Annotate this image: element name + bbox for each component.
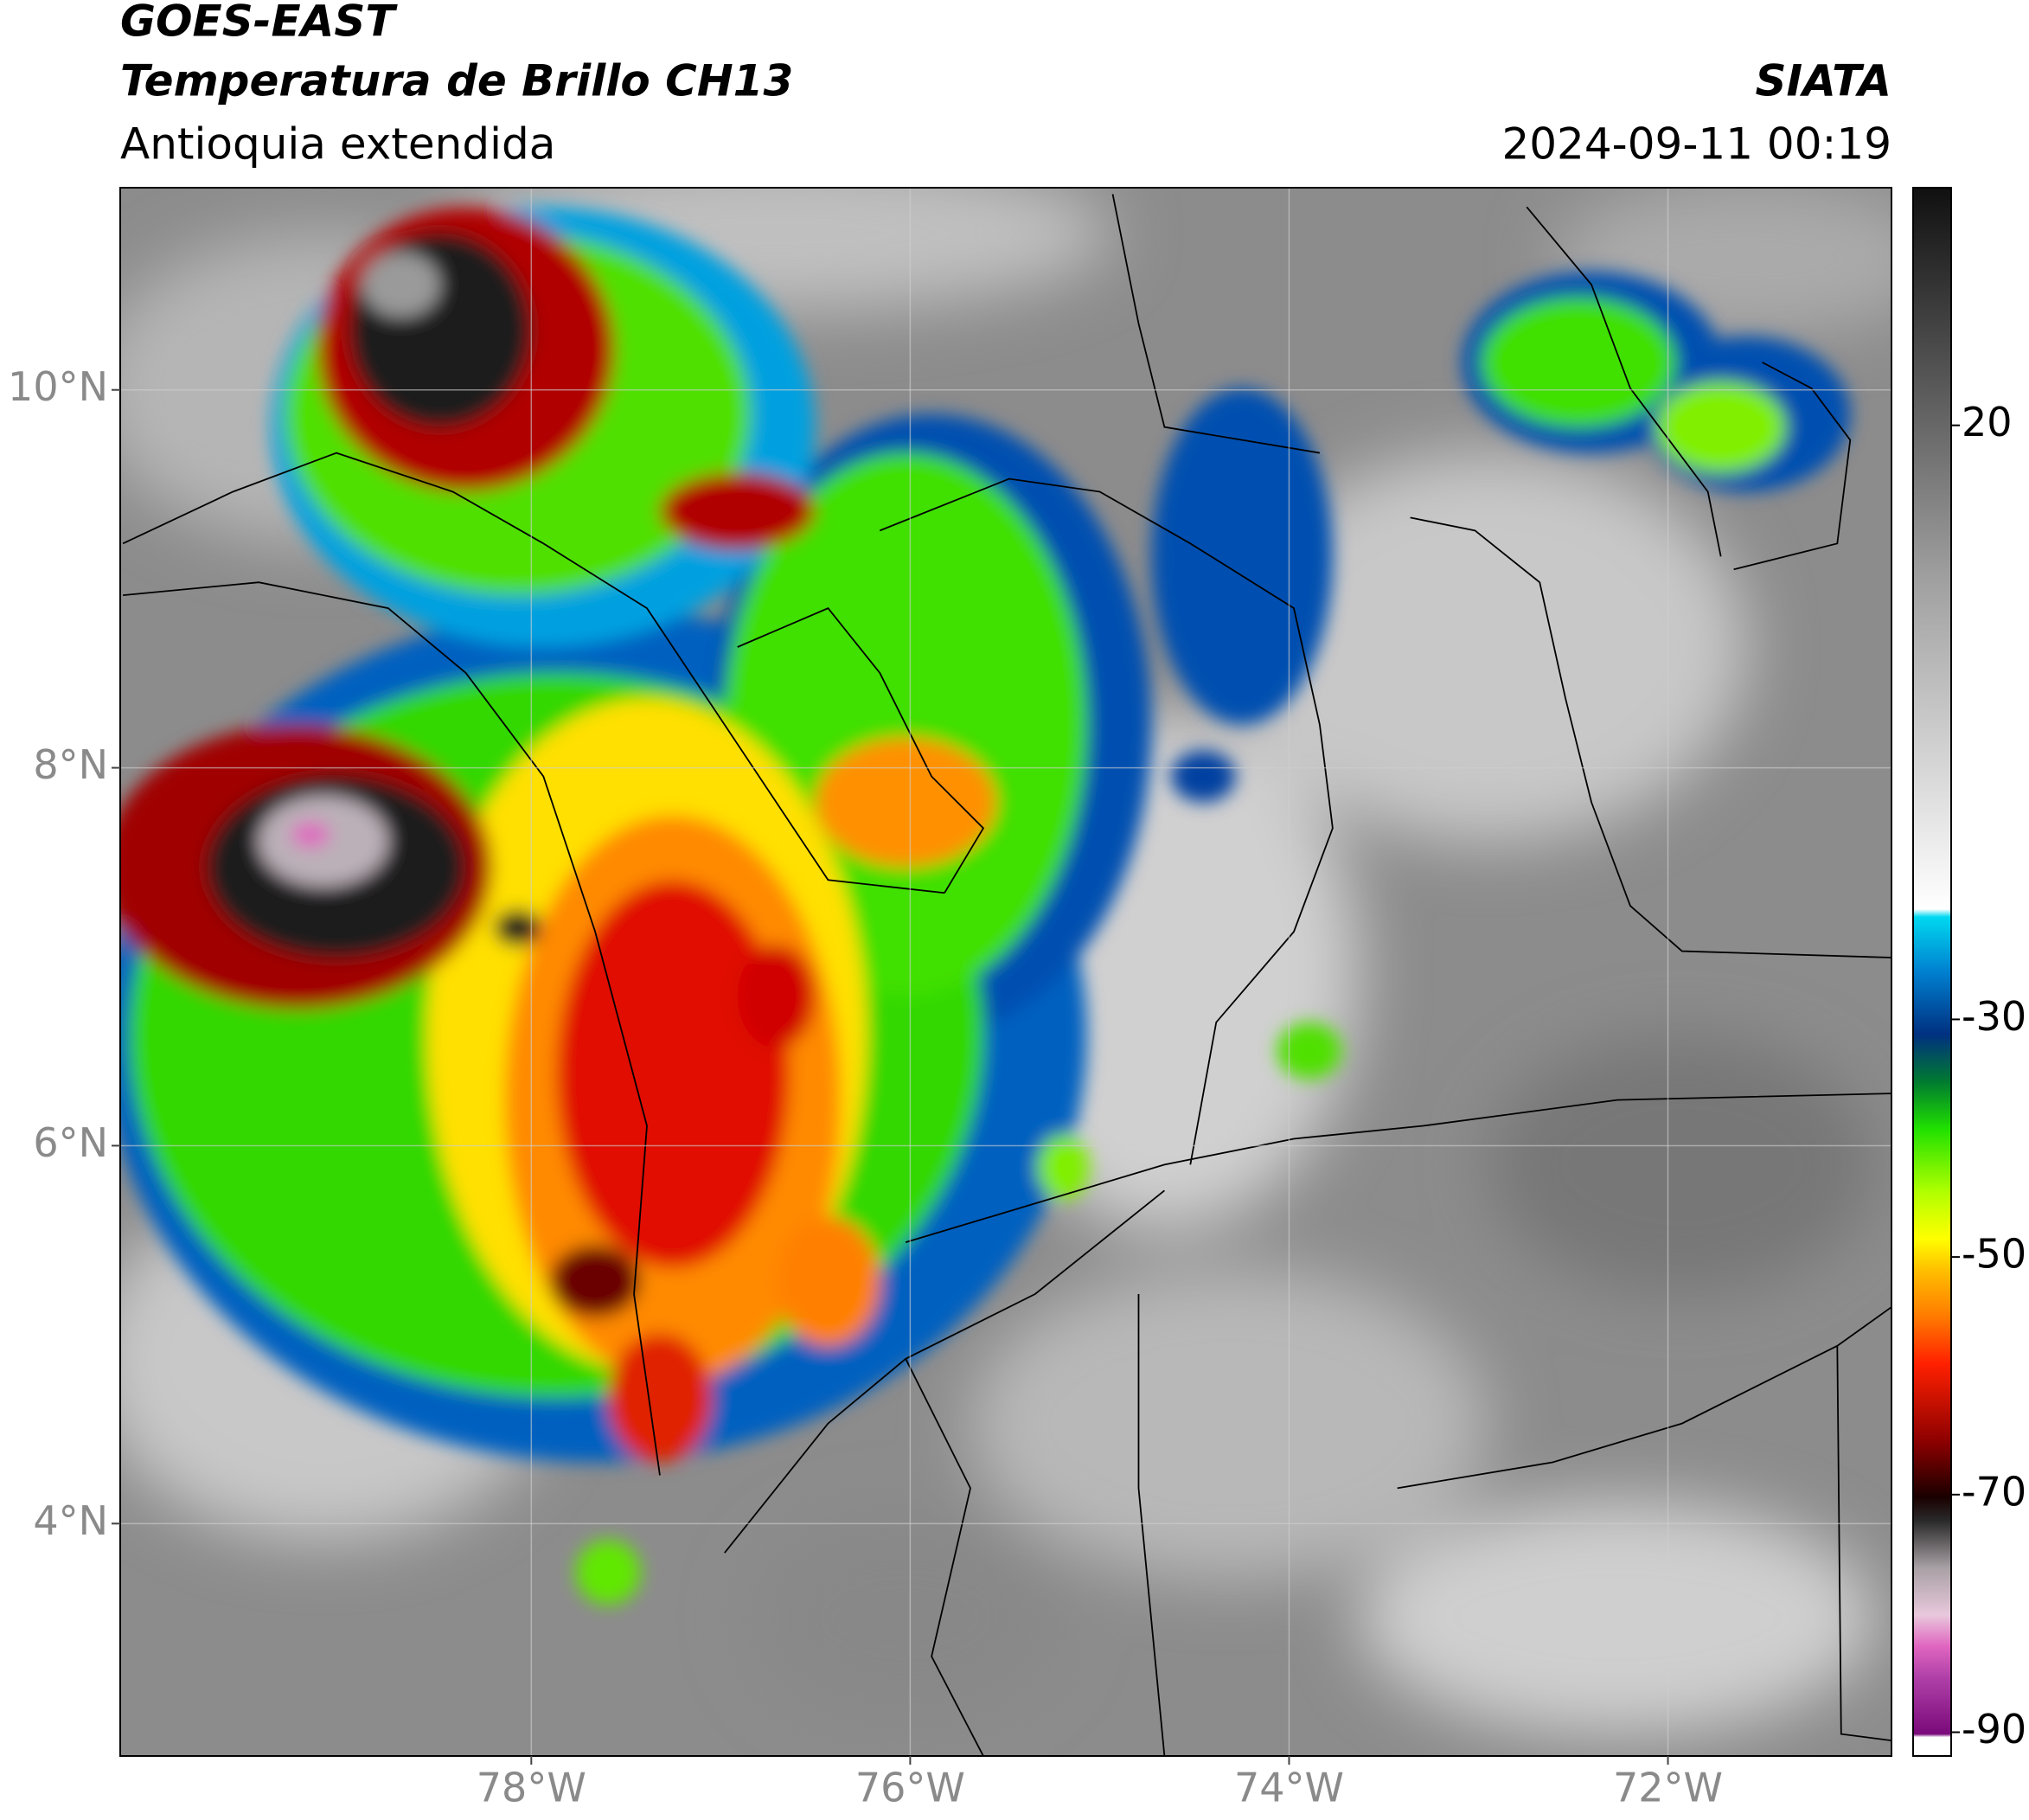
colorbar-tick-label: -70 [1962, 1468, 2026, 1515]
y-tick-label: 10°N [8, 363, 108, 410]
colorbar-tick-label: -50 [1962, 1231, 2026, 1278]
plot-frame [119, 187, 1892, 1757]
title: GOES-EAST [120, 0, 398, 47]
colorbar-tick-label: 20 [1962, 399, 2013, 445]
subtitle: Temperatura de Brillo CH13 [120, 56, 793, 106]
x-tick-label: 76°W [855, 1765, 965, 1811]
timestamp: 2024-09-11 00:19 [1501, 119, 1891, 170]
x-tick-label: 78°W [477, 1765, 586, 1811]
y-tick-label: 4°N [33, 1497, 108, 1544]
y-tick-label: 6°N [33, 1119, 108, 1166]
x-tick-label: 72°W [1613, 1765, 1723, 1811]
colorbar-tick-label: -30 [1962, 993, 2026, 1040]
borders [122, 194, 1891, 1756]
region: Antioquia extendida [120, 119, 555, 170]
x-tick-label: 74°W [1234, 1765, 1344, 1811]
source: SIATA [1756, 56, 1891, 106]
colorbar-tick-label: -90 [1962, 1706, 2026, 1753]
colorbar [1912, 187, 1952, 1757]
satellite-image [120, 188, 1891, 1756]
y-tick-label: 8°N [33, 741, 108, 788]
